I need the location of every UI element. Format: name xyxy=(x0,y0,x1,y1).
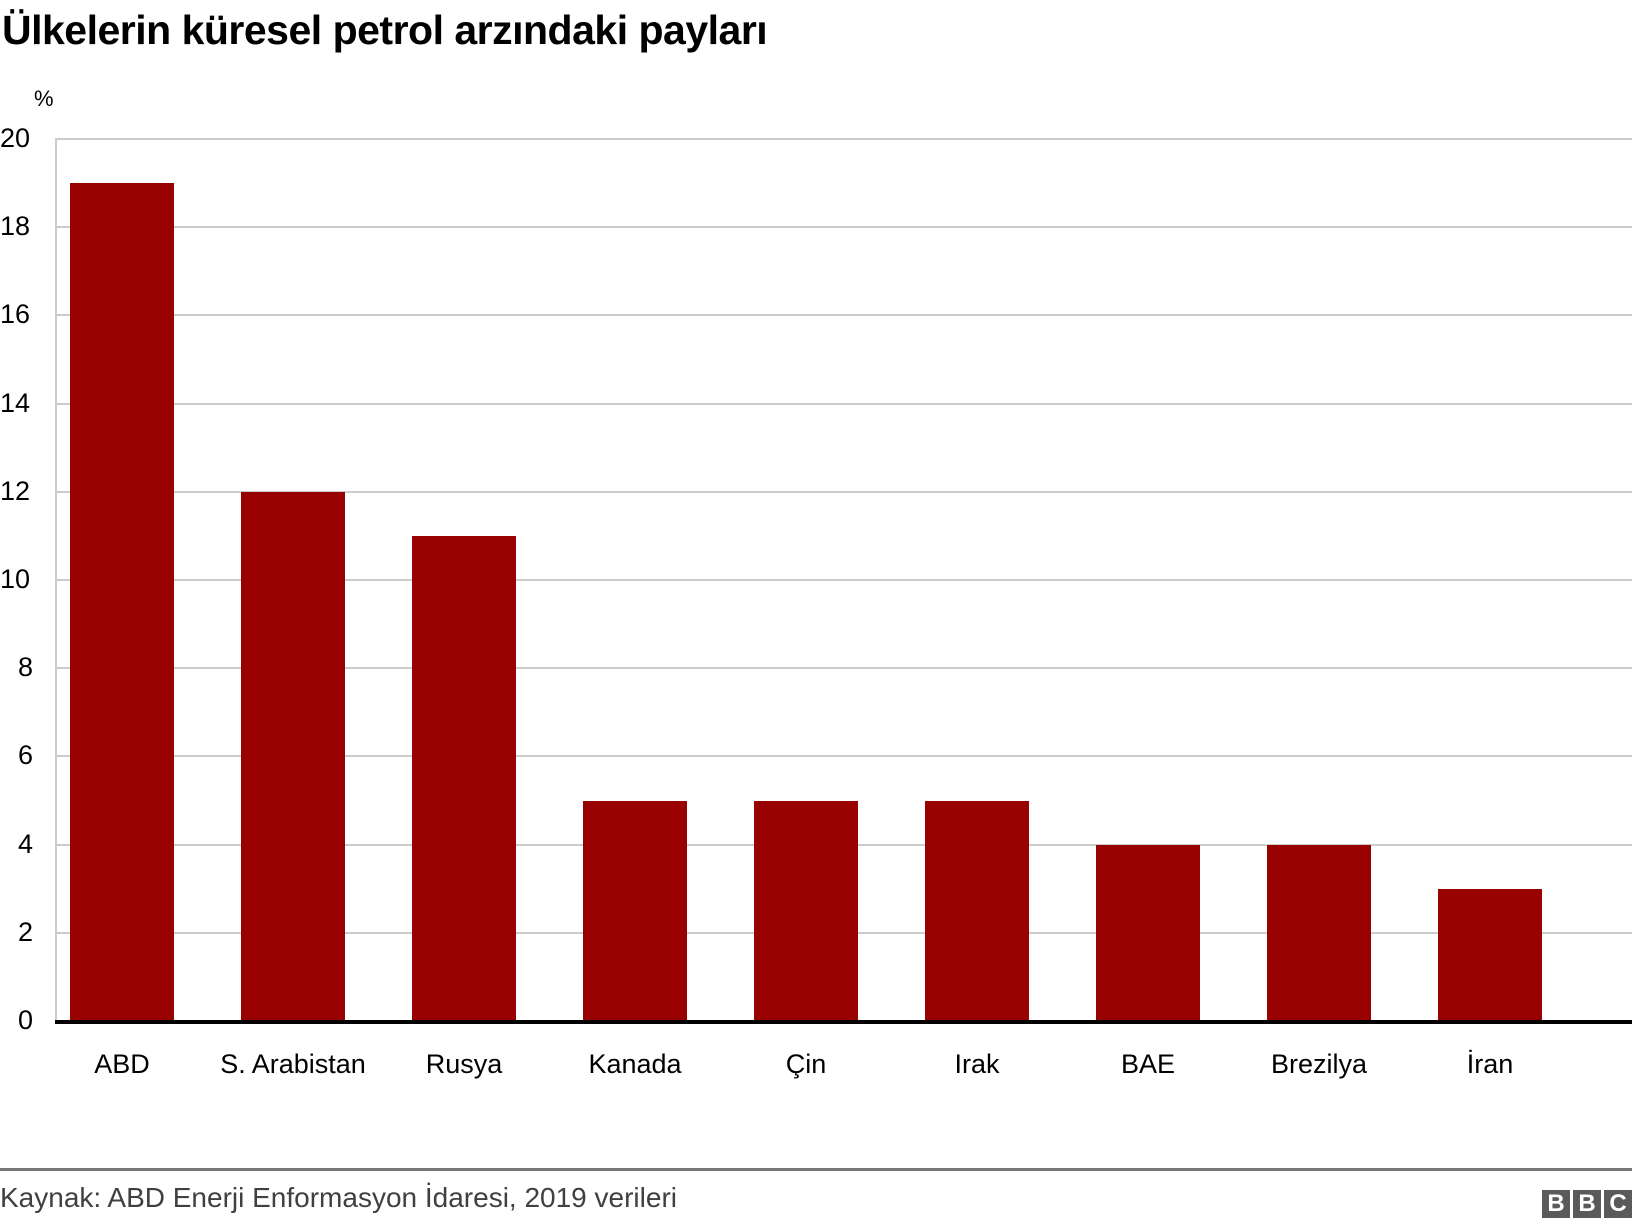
gridline xyxy=(55,667,1632,670)
y-tick-label: 20 xyxy=(0,123,31,153)
x-tick-label: S. Arabistan xyxy=(220,1049,366,1079)
x-tick-label: ABD xyxy=(94,1049,150,1079)
bar xyxy=(241,491,345,1021)
x-tick-label: İran xyxy=(1466,1049,1514,1079)
bbc-logo-letter: B xyxy=(1573,1190,1601,1218)
y-tick-label: 16 xyxy=(0,299,31,330)
y-tick-label: 18 xyxy=(0,211,31,242)
gridline xyxy=(55,402,1632,405)
bbc-logo-letter: C xyxy=(1604,1190,1632,1218)
source-note: Kaynak: ABD Enerji Enformasyon İdaresi, … xyxy=(0,1182,677,1213)
gridline xyxy=(55,226,1632,229)
bbc-logo-letter: B xyxy=(1542,1190,1570,1218)
y-tick-label: 0 xyxy=(18,1005,34,1035)
gridline xyxy=(55,490,1632,493)
bbc-logo: B B C xyxy=(1542,1190,1632,1218)
bar xyxy=(70,183,174,1021)
y-tick-label: 14 xyxy=(0,387,31,418)
footer-divider xyxy=(0,1168,1632,1171)
bar xyxy=(925,800,1029,1021)
x-tick-label: Irak xyxy=(954,1049,1000,1079)
y-tick-label: 4 xyxy=(18,828,34,859)
x-tick-label: BAE xyxy=(1120,1049,1176,1079)
x-tick-label: Kanada xyxy=(588,1049,682,1079)
x-tick-label: Çin xyxy=(785,1049,827,1079)
bar xyxy=(754,800,858,1021)
plot-area xyxy=(55,138,1632,1021)
y-tick-label: 2 xyxy=(18,916,34,947)
x-tick-label: Rusya xyxy=(425,1049,503,1079)
chart-title: Ülkelerin küresel petrol arzındaki payla… xyxy=(2,7,768,53)
y-tick-label: 12 xyxy=(0,475,31,506)
gridline xyxy=(55,579,1632,581)
gridline xyxy=(55,314,1632,317)
bar xyxy=(412,535,516,1021)
y-axis-unit-label: % xyxy=(34,86,54,111)
y-tick-label: 8 xyxy=(18,652,34,683)
bar xyxy=(583,800,687,1021)
gridline xyxy=(55,755,1632,758)
bar xyxy=(1096,844,1200,1021)
y-tick-label: 10 xyxy=(0,564,31,594)
bar xyxy=(1267,844,1371,1021)
x-axis-baseline xyxy=(55,1020,1632,1024)
y-tick-label: 6 xyxy=(18,740,34,771)
bar xyxy=(1438,888,1542,1021)
gridline xyxy=(55,138,1632,140)
x-tick-label: Brezilya xyxy=(1270,1049,1368,1079)
